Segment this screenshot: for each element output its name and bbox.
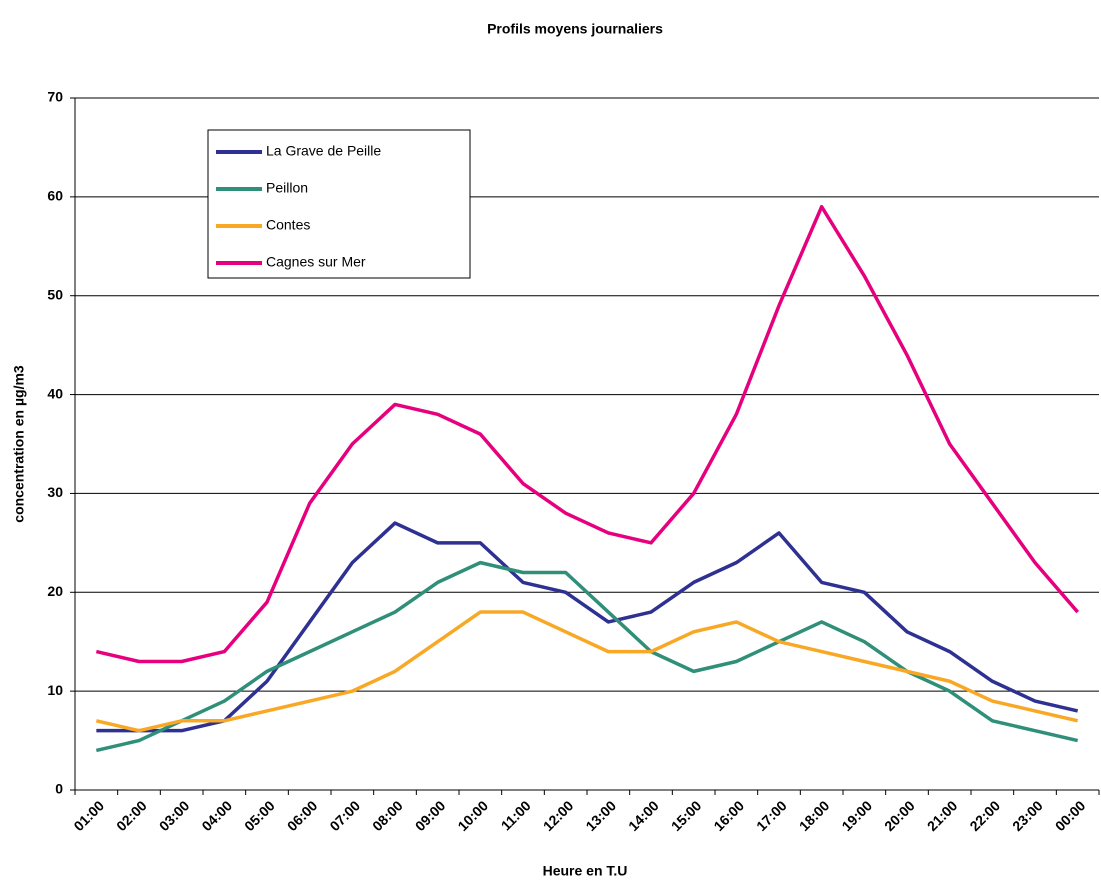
y-tick-label: 70 xyxy=(47,89,63,105)
x-tick-label: 06:00 xyxy=(284,797,321,834)
y-tick-label: 30 xyxy=(47,484,63,500)
y-tick-label: 50 xyxy=(47,286,63,302)
x-tick-label: 04:00 xyxy=(198,797,235,834)
chart-title: Profils moyens journaliers xyxy=(487,21,663,37)
x-tick-label: 02:00 xyxy=(113,797,150,834)
x-tick-label: 14:00 xyxy=(625,797,662,834)
x-tick-label: 23:00 xyxy=(1009,797,1046,834)
series-line xyxy=(96,521,1079,733)
x-tick-label: 22:00 xyxy=(966,797,1003,834)
x-tick-label: 16:00 xyxy=(710,797,747,834)
x-tick-label: 07:00 xyxy=(326,797,363,834)
y-tick-label: 0 xyxy=(55,781,63,797)
x-axis-label: Heure en T.U xyxy=(543,863,628,879)
x-tick-label: 17:00 xyxy=(753,797,790,834)
y-tick-label: 40 xyxy=(47,385,63,401)
series-line xyxy=(95,560,1079,753)
legend-box xyxy=(207,129,471,279)
y-axis-label: concentration en µg/m3 xyxy=(11,365,27,523)
x-tick-label: 15:00 xyxy=(668,797,705,834)
x-tick-label: 09:00 xyxy=(412,797,449,834)
legend-label: Contes xyxy=(266,217,310,233)
legend-label: Cagnes sur Mer xyxy=(266,254,366,270)
x-tick-label: 12:00 xyxy=(540,797,577,834)
x-tick-label: 10:00 xyxy=(454,797,491,834)
series-line xyxy=(95,610,1079,733)
x-tick-label: 18:00 xyxy=(796,797,833,834)
legend-label: Peillon xyxy=(266,180,308,196)
x-tick-label: 21:00 xyxy=(924,797,961,834)
x-tick-label: 13:00 xyxy=(582,797,619,834)
x-tick-label: 05:00 xyxy=(241,797,278,834)
y-tick-label: 20 xyxy=(47,583,63,599)
x-tick-label: 11:00 xyxy=(498,797,534,833)
legend-label: La Grave de Peille xyxy=(266,143,381,159)
y-tick-label: 10 xyxy=(47,682,63,698)
x-tick-label: 01:00 xyxy=(70,797,107,834)
series-line xyxy=(95,204,1079,664)
x-tick-label: 00:00 xyxy=(1052,797,1089,834)
x-tick-label: 08:00 xyxy=(369,797,406,834)
x-tick-label: 20:00 xyxy=(881,797,918,834)
y-tick-label: 60 xyxy=(47,188,63,204)
x-tick-label: 19:00 xyxy=(838,797,875,834)
x-tick-label: 03:00 xyxy=(156,797,193,834)
